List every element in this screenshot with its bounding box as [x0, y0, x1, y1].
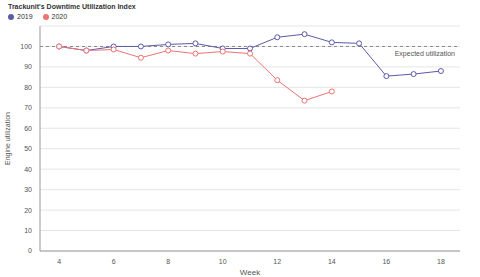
html-text:2020: 2020: [51, 13, 68, 20]
svg-text:30: 30: [24, 186, 32, 193]
html-text:Trackunit's Downtime Utilizati: Trackunit's Downtime Utilization Index: [8, 3, 136, 10]
svg-text:50: 50: [24, 145, 32, 152]
svg-text:70: 70: [24, 104, 32, 111]
svg-text:10: 10: [24, 227, 32, 234]
svg-text:18: 18: [437, 258, 445, 265]
svg-text:90: 90: [24, 63, 32, 70]
svg-text:8: 8: [166, 258, 170, 265]
svg-text:14: 14: [328, 258, 336, 265]
svg-text:100: 100: [20, 43, 32, 50]
svg-text:0: 0: [28, 247, 32, 254]
svg-text:16: 16: [382, 258, 390, 265]
svg-text:10: 10: [219, 258, 227, 265]
svg-text:Expected utilization: Expected utilization: [395, 50, 455, 58]
svg-text:Week: Week: [240, 268, 261, 277]
svg-text:Engine utilization: Engine utilization: [8, 112, 12, 165]
svg-text:6: 6: [112, 258, 116, 265]
svg-text:60: 60: [24, 125, 32, 132]
html-text:2019: 2019: [17, 13, 33, 20]
svg-text:40: 40: [24, 166, 32, 173]
svg-text:80: 80: [24, 84, 32, 91]
svg-text:4: 4: [57, 258, 61, 265]
svg-text:20: 20: [24, 207, 32, 214]
svg-text:12: 12: [273, 258, 281, 265]
